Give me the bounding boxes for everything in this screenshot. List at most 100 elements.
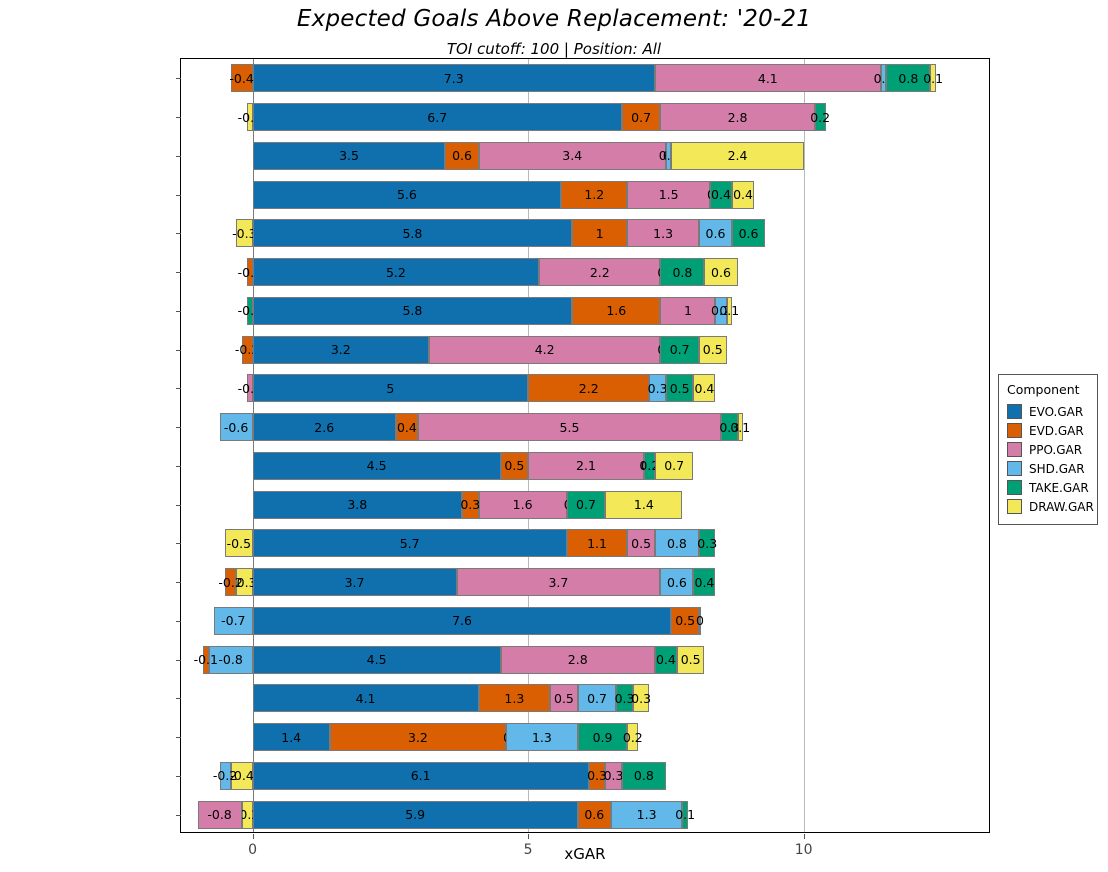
legend-item-evd-gar[interactable]: EVD.GAR	[1007, 421, 1089, 440]
bar-segment[interactable]: -0.8	[197, 800, 242, 829]
bar-segment[interactable]: 1.4	[605, 490, 683, 519]
bar-segment[interactable]: 0.9	[577, 723, 628, 752]
bar-segment[interactable]: -0.4	[229, 64, 254, 93]
bar-segment[interactable]: 5.8	[252, 296, 573, 325]
bar-segment[interactable]: 0.7	[577, 684, 617, 713]
bar-segment[interactable]: 2.8	[500, 645, 655, 674]
bar-segment[interactable]: 0.3	[615, 684, 635, 713]
bar-segment[interactable]: 2.4	[671, 141, 804, 170]
bar-segment[interactable]: 0.5	[698, 335, 727, 364]
bar-segment[interactable]: 5.9	[252, 800, 578, 829]
bar-segment[interactable]: 3.2	[252, 335, 429, 364]
bar-segment[interactable]: 0.3	[604, 761, 623, 790]
bar-segment[interactable]: 6.1	[252, 761, 589, 790]
bar-segment[interactable]: 0.3	[697, 529, 717, 558]
bar-segment[interactable]: 0.1	[675, 800, 695, 829]
bar-segment[interactable]: 0.4	[395, 413, 418, 442]
bar-segment[interactable]: 6.7	[252, 103, 622, 132]
bar-segment[interactable]: 0.7	[621, 103, 661, 132]
bar-segment[interactable]: 5.6	[252, 180, 562, 209]
bar-segment[interactable]: 3.7	[456, 568, 661, 597]
bar-segment[interactable]: 0.6	[660, 568, 694, 597]
bar-segment[interactable]: 1.1	[566, 529, 628, 558]
bar-segment[interactable]: 0.5	[627, 529, 655, 558]
bar-segment[interactable]: 0.3	[587, 761, 607, 790]
bar-segment[interactable]: 0.3	[460, 490, 480, 519]
bar-segment[interactable]: 2.2	[539, 258, 661, 287]
bar-segment[interactable]: 0.6	[698, 219, 732, 248]
bar-segment[interactable]: -0.2	[218, 568, 243, 597]
bar-segment[interactable]: 4.5	[252, 645, 501, 674]
bar-segment[interactable]: 0.7	[660, 335, 699, 364]
bar-segment[interactable]: 0.3	[719, 413, 739, 442]
bar-segment[interactable]: 0.4	[709, 180, 732, 209]
bar-segment[interactable]: 1.4	[252, 723, 330, 752]
bar-segment[interactable]: 0.6	[577, 800, 611, 829]
bar-segment[interactable]: 0.4	[654, 645, 677, 674]
bar-segment[interactable]: 0.5	[500, 451, 529, 480]
bar-segment[interactable]: 4.1	[654, 64, 881, 93]
bar-segment[interactable]: 0.7	[566, 490, 606, 519]
bar-segment[interactable]: 0.6	[445, 141, 479, 170]
bar-segment[interactable]: 0.1	[923, 64, 943, 93]
bar-segment[interactable]: 7.6	[252, 606, 672, 635]
bar-segment[interactable]: 0.5	[665, 374, 694, 403]
bar-segment[interactable]: 0.5	[676, 645, 705, 674]
bar-segment[interactable]: 0.1	[730, 413, 750, 442]
bar-segment[interactable]: 4.5	[252, 451, 501, 480]
bar-segment[interactable]: 0.6	[704, 258, 738, 287]
bar-segment[interactable]: 0.4	[732, 180, 755, 209]
bar-segment[interactable]: -0.8	[208, 645, 253, 674]
bar-segment[interactable]: 0.2	[639, 451, 659, 480]
bar-segment[interactable]: 1.3	[506, 723, 578, 752]
bar-segment[interactable]: 0.4	[693, 374, 716, 403]
bar-segment[interactable]: 3.2	[329, 723, 507, 752]
bar-segment[interactable]: 0.4	[693, 568, 716, 597]
bar-segment[interactable]: -0.2	[235, 335, 259, 364]
bar-segment[interactable]: -0.2	[235, 800, 259, 829]
bar-segment[interactable]: -0.4	[229, 761, 254, 790]
bar-segment[interactable]: 0.6	[732, 219, 766, 248]
bar-segment[interactable]: 1.6	[572, 296, 661, 325]
bar-segment[interactable]: 0.5	[550, 684, 578, 713]
bar-segment[interactable]: 0.8	[621, 761, 666, 790]
bar-segment[interactable]: -0.3	[232, 568, 257, 597]
bar-segment[interactable]: 1.6	[478, 490, 567, 519]
bar-segment[interactable]: 1.5	[627, 180, 710, 209]
bar-segment[interactable]: -0.5	[225, 529, 253, 558]
bar-segment[interactable]: 2.6	[252, 413, 396, 442]
bar-segment[interactable]: 5.2	[252, 258, 540, 287]
bar-segment[interactable]: 4.2	[428, 335, 661, 364]
bar-segment[interactable]: 1	[660, 296, 716, 325]
bar-segment[interactable]: 2.1	[528, 451, 644, 480]
bar-segment[interactable]: 1.3	[610, 800, 683, 829]
bar-segment[interactable]: 0.3	[648, 374, 668, 403]
bar-segment[interactable]: 2.8	[660, 103, 815, 132]
bar-segment[interactable]: 0	[696, 606, 704, 635]
bar-segment[interactable]: 0.5	[671, 606, 699, 635]
bar-segment[interactable]: 4.1	[252, 684, 479, 713]
bar-segment[interactable]: -0.1	[194, 645, 218, 674]
bar-segment[interactable]: -0.3	[232, 219, 257, 248]
legend-item-shd-gar[interactable]: SHD.GAR	[1007, 459, 1089, 478]
bar-segment[interactable]: 0.1	[719, 296, 739, 325]
bar-segment[interactable]: -0.6	[219, 413, 253, 442]
bar-segment[interactable]: -0.7	[214, 606, 253, 635]
bar-segment[interactable]: 0.2	[623, 723, 643, 752]
bar-segment[interactable]: 1.3	[627, 219, 699, 248]
bar-segment[interactable]: 0.7	[654, 451, 694, 480]
legend-item-ppo-gar[interactable]: PPO.GAR	[1007, 440, 1089, 459]
bar-segment[interactable]: 0.2	[711, 296, 731, 325]
bar-segment[interactable]: 0.3	[631, 684, 651, 713]
bar-segment[interactable]: 5.8	[252, 219, 573, 248]
bar-segment[interactable]: 0.8	[654, 529, 699, 558]
bar-segment[interactable]: 1.3	[478, 684, 551, 713]
bar-segment[interactable]: 1.2	[561, 180, 628, 209]
bar-segment[interactable]: 5.7	[252, 529, 567, 558]
legend-item-draw-gar[interactable]: DRAW.GAR	[1007, 497, 1094, 516]
bar-segment[interactable]: 5.5	[417, 413, 721, 442]
bar-segment[interactable]: 3.7	[252, 568, 457, 597]
bar-segment[interactable]: 2.2	[528, 374, 650, 403]
bar-segment[interactable]: 3.4	[478, 141, 666, 170]
bar-segment[interactable]: 7.3	[252, 64, 655, 93]
